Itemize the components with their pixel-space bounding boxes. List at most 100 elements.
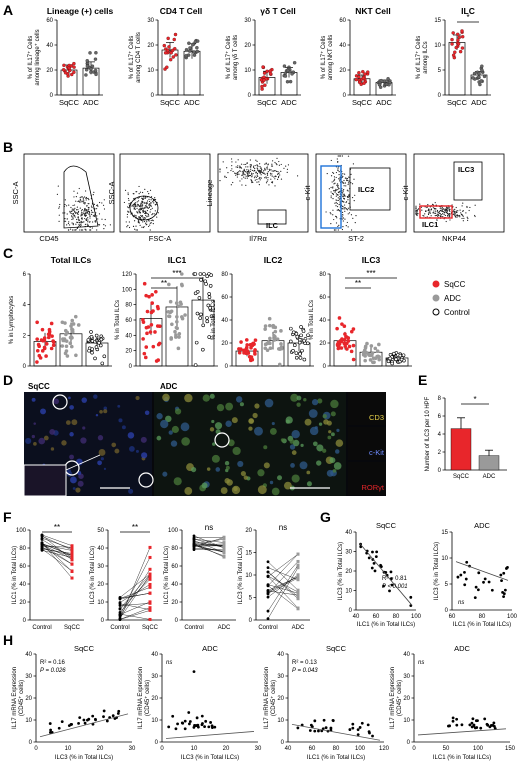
panel-f-point-control — [266, 589, 270, 592]
panel-f-point-tumor — [296, 552, 300, 556]
panel-b-event — [93, 214, 95, 216]
panel-c-legend-label: Control — [444, 308, 470, 317]
panel-b-event — [67, 229, 70, 231]
panel-b-event — [136, 205, 138, 207]
panel-b-event — [347, 179, 349, 182]
panel-c-point — [401, 353, 406, 358]
panel-b-event — [245, 171, 247, 173]
panel-a-plot-ytick-label: 10 — [244, 68, 251, 74]
panel-a-plot-ytick-label: 30 — [244, 18, 251, 24]
panel-g-point — [473, 596, 477, 600]
panel-h-xlabel: ILC1 (% in Total ILCs) — [307, 755, 365, 761]
panel-a-point — [290, 72, 294, 76]
panel-c-point — [275, 337, 280, 342]
panel-d-cell — [174, 408, 182, 415]
panel-b-event — [71, 216, 73, 218]
panel-c-point — [244, 338, 249, 342]
panel-b-event — [71, 222, 73, 224]
panel-b-event — [264, 177, 266, 179]
panel-b-event — [437, 214, 439, 217]
panel-b-event — [265, 176, 267, 178]
panel-a-point — [69, 64, 74, 68]
panel-b-event — [256, 181, 258, 183]
panel-d-cell — [292, 439, 300, 447]
panel-f-pair-line — [267, 576, 299, 591]
panel-c-point — [302, 357, 307, 362]
panel-b-event — [76, 206, 78, 208]
panel-h-plot-ytick-label: 0 — [155, 740, 159, 746]
panel-c-point — [272, 334, 276, 338]
panel-b-event — [251, 181, 253, 183]
panel-a-point — [84, 73, 88, 77]
panel-b-event — [68, 224, 71, 226]
panel-b-event — [255, 176, 257, 178]
panel-h-pvalue: P = 0.043 — [292, 668, 318, 674]
panel-b-event — [440, 214, 443, 216]
panel-b-event — [103, 228, 105, 230]
panel-label-a: A — [3, 2, 13, 18]
panel-a-point — [363, 72, 367, 76]
panel-b-event — [276, 164, 278, 166]
panel-f-pair-line — [267, 553, 299, 586]
panel-b-plot-frame — [119, 153, 211, 233]
panel-b-gate-label: ILC — [266, 221, 279, 230]
panel-f-xtick-label: Control — [32, 625, 51, 631]
panel-h-xtick-label: 30 — [255, 746, 262, 752]
panel-b-event — [415, 210, 417, 212]
panel-b-event — [348, 176, 350, 178]
panel-h-point — [468, 723, 472, 727]
panel-f-point-tumor — [296, 573, 300, 577]
panel-h-point — [187, 711, 191, 714]
panel-d-channel-image — [348, 392, 386, 425]
panel-b-event — [137, 221, 139, 223]
panel-b-event — [420, 206, 423, 208]
panel-f-plot-ytick-label: 0 — [249, 618, 253, 624]
panel-b-event — [128, 221, 130, 223]
panel-b-event — [336, 189, 338, 191]
panel-d-cell — [291, 429, 300, 439]
panel-c-point — [175, 314, 179, 319]
panel-b-event — [91, 213, 93, 215]
panel-f-plot-ytick-label: 10 — [97, 600, 104, 606]
panel-f-point-control — [192, 548, 196, 552]
panel-d-cell — [111, 442, 117, 448]
panel-b-event — [271, 170, 273, 172]
panel-b-event — [88, 210, 90, 213]
panel-g-xlabel: ILC1 (% in Total ILCs) — [453, 622, 511, 628]
panel-b-event — [259, 167, 262, 169]
panel-b-event — [271, 182, 274, 184]
panel-b-event — [338, 203, 340, 206]
panel-b-event — [239, 165, 241, 167]
panel-b-event — [352, 163, 354, 165]
panel-h-point — [331, 718, 335, 722]
panel-a-plot-ytick-label: 5 — [438, 68, 442, 74]
panel-b-event — [255, 159, 257, 161]
panel-g-point — [370, 566, 374, 570]
panel-b-event — [260, 174, 262, 176]
panel-b-event — [262, 170, 265, 172]
panel-b-event — [157, 212, 159, 214]
panel-h-point — [213, 725, 217, 729]
panel-b-event — [331, 181, 333, 183]
panel-b-event — [341, 208, 344, 210]
panel-f-pair-line — [119, 574, 151, 609]
panel-b-event — [278, 164, 280, 166]
panel-b-event — [280, 178, 283, 180]
panel-e-xtick-label: SqCC — [453, 474, 470, 480]
panel-c-point — [49, 346, 54, 351]
panel-c-point — [176, 304, 181, 309]
panel-h-point — [86, 718, 89, 722]
panel-b-event — [236, 171, 239, 174]
panel-a-title: Lineage (+) cells — [47, 6, 114, 16]
panel-c-point — [399, 357, 404, 362]
panel-c-point — [375, 349, 380, 354]
panel-d-cell — [103, 406, 108, 411]
panel-c-legend-label: SqCC — [444, 280, 466, 289]
panel-b-event — [239, 167, 241, 169]
panel-b-event — [141, 191, 144, 194]
panel-b-event — [149, 205, 151, 207]
panel-f-point-control — [118, 607, 122, 610]
panel-b-event — [341, 200, 343, 202]
panel-d-cell — [156, 413, 163, 420]
